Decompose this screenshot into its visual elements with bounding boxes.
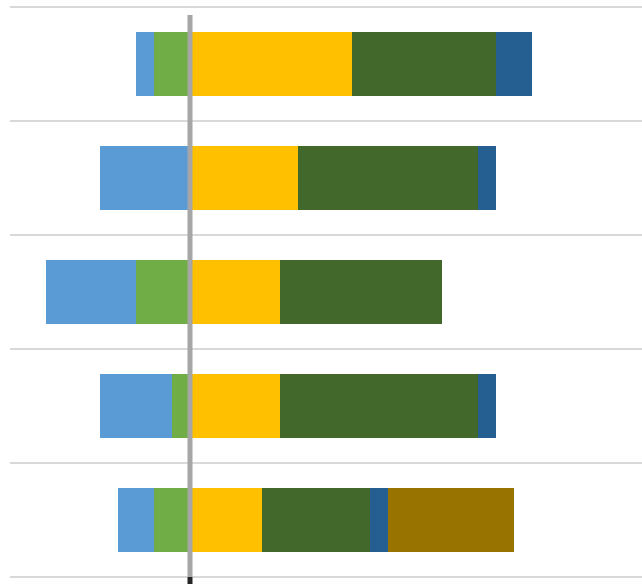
grid bbox=[10, 6, 642, 578]
bar-segment bbox=[100, 374, 172, 438]
bar-segment bbox=[190, 374, 280, 438]
center-axis bbox=[187, 15, 193, 577]
bar-segment bbox=[172, 374, 190, 438]
center-axis-foot bbox=[187, 577, 193, 584]
bar-segment bbox=[136, 32, 154, 96]
bar-segment bbox=[496, 32, 532, 96]
bar-segment bbox=[154, 488, 190, 552]
bar-segment bbox=[478, 374, 496, 438]
bar-segment bbox=[370, 488, 388, 552]
bar-segment bbox=[118, 488, 154, 552]
bar-segment bbox=[136, 260, 190, 324]
bar-segment bbox=[388, 488, 514, 552]
bar-segment bbox=[298, 146, 478, 210]
bar-segment bbox=[190, 146, 298, 210]
bar-segment bbox=[280, 374, 478, 438]
bar-segment bbox=[478, 146, 496, 210]
bar-segment bbox=[46, 260, 136, 324]
bar-segment bbox=[352, 32, 496, 96]
bar-segment bbox=[154, 32, 190, 96]
bar-segment bbox=[262, 488, 370, 552]
bar-segment bbox=[280, 260, 442, 324]
bar-segment bbox=[100, 146, 190, 210]
bar-segment bbox=[190, 488, 262, 552]
bars bbox=[46, 32, 532, 552]
bar-segment bbox=[190, 260, 280, 324]
bar-segment bbox=[190, 32, 352, 96]
